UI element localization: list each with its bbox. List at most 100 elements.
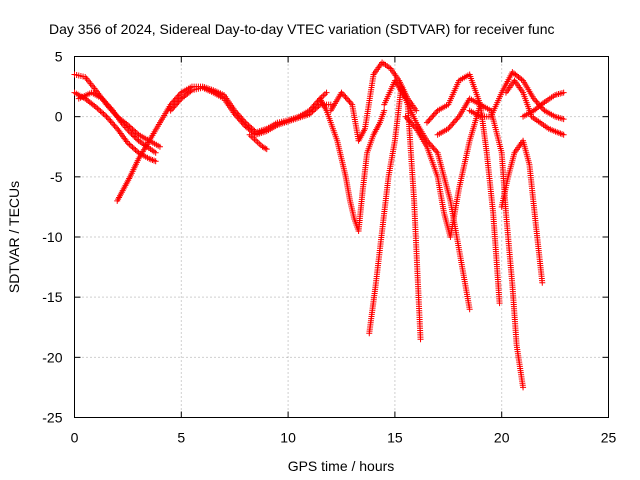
data-point (533, 98, 540, 105)
data-point (496, 300, 503, 307)
data-point (263, 146, 270, 153)
data-point (341, 92, 348, 99)
data-point (128, 130, 135, 137)
data-point (560, 131, 567, 138)
series-track-o (498, 137, 546, 286)
series-track-j (381, 77, 473, 313)
data-point (126, 141, 133, 148)
x-tick-label: 5 (177, 430, 185, 446)
data-point (174, 94, 181, 101)
data-point (132, 147, 139, 154)
data-point (170, 98, 177, 105)
data-point (129, 132, 136, 139)
series-track-g (317, 95, 388, 234)
data-point (132, 134, 139, 141)
data-point (134, 136, 141, 143)
data-point (127, 142, 134, 149)
data-point (170, 104, 177, 111)
data-point (107, 118, 114, 125)
x-tick-label: 25 (601, 430, 617, 446)
chart-title: Day 356 of 2024, Sidereal Day-to-day VTE… (49, 21, 555, 37)
data-point (110, 121, 117, 128)
y-axis-label: SDTVAR / TECUs (6, 181, 22, 293)
data-point (453, 116, 460, 123)
data-point (425, 118, 432, 125)
x-tick-label: 15 (387, 430, 403, 446)
y-tick-label: 0 (55, 109, 63, 125)
data-point (111, 122, 118, 129)
data-point (176, 97, 183, 104)
data-point (127, 129, 134, 136)
data-point (451, 118, 458, 125)
series-track-q (520, 89, 567, 120)
data-point (429, 113, 436, 120)
data-point (346, 98, 353, 105)
series-track-h (327, 59, 420, 144)
y-tick-label: 5 (55, 49, 63, 65)
data-point (381, 107, 388, 114)
y-tick-label: -15 (42, 289, 62, 305)
data-point (156, 143, 163, 150)
data-point (98, 109, 105, 116)
data-point (108, 119, 115, 126)
series-track-b (71, 89, 159, 165)
x-tick-label: 0 (71, 430, 79, 446)
data-point (560, 116, 567, 123)
data-point (97, 108, 104, 115)
data-point (430, 145, 437, 152)
data-point (104, 115, 111, 122)
data-point (539, 279, 546, 286)
data-point (447, 122, 454, 129)
data-point (95, 106, 102, 113)
data-point (102, 112, 109, 119)
series-track-m (434, 95, 527, 391)
series-track-k (402, 101, 484, 240)
y-tick-label: -5 (50, 169, 63, 185)
y-tick-label: -20 (42, 349, 62, 365)
data-point (427, 115, 434, 122)
data-point (171, 97, 178, 104)
data-point (402, 113, 409, 120)
data-point (131, 133, 138, 140)
data-point (560, 89, 567, 96)
data-point (106, 116, 113, 123)
data-point (174, 100, 181, 107)
data-point (172, 95, 179, 102)
data-point (449, 121, 456, 128)
data-point (413, 107, 420, 114)
x-axis-label: GPS time / hours (288, 458, 395, 474)
data-point (520, 384, 527, 391)
data-point (172, 101, 179, 108)
data-point (131, 145, 138, 152)
data-point (100, 110, 107, 117)
data-point (431, 146, 438, 153)
y-tick-label: -25 (42, 410, 62, 426)
y-tick-label: -10 (42, 229, 62, 245)
data-point (423, 119, 430, 126)
data-point (152, 149, 159, 156)
series-track-l (423, 71, 503, 307)
series-track-d (114, 83, 330, 204)
data-point (466, 306, 473, 313)
x-tick-label: 20 (494, 430, 510, 446)
data-point (262, 145, 269, 152)
data-point (426, 116, 433, 123)
data-point (345, 97, 352, 104)
series-track-e (167, 84, 334, 138)
data-series (71, 59, 567, 391)
axis-ticks: 0 5 10 15 20 25 5 0 -5 -10 -15 -20 -25 (42, 49, 616, 446)
data-point (129, 144, 136, 151)
data-point (171, 103, 178, 110)
data-point (343, 95, 350, 102)
data-point (152, 158, 159, 165)
data-point (103, 113, 110, 120)
data-point (431, 110, 438, 117)
data-point (450, 119, 457, 126)
data-point (342, 94, 349, 101)
data-point (323, 89, 330, 96)
data-point (430, 112, 437, 119)
data-point (175, 98, 182, 105)
x-tick-label: 10 (280, 430, 296, 446)
series-track-f (246, 131, 270, 153)
